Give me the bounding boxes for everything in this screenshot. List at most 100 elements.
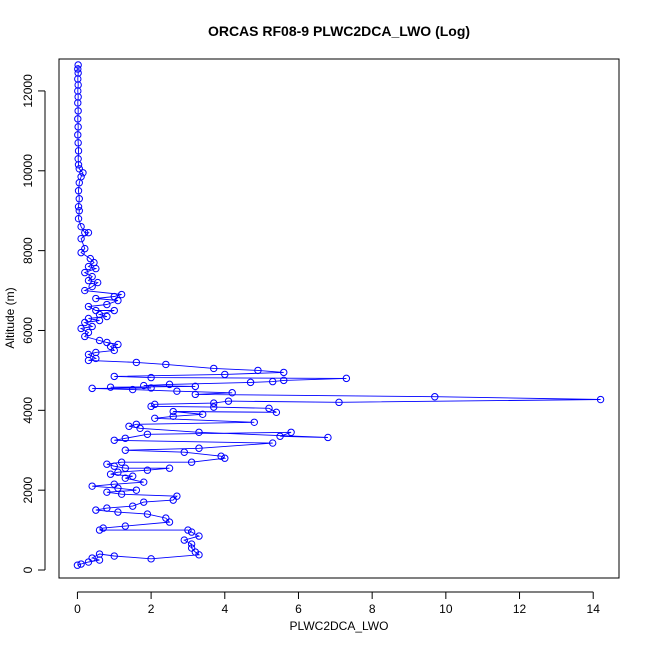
y-tick-label: 10000	[21, 154, 35, 188]
data-point	[74, 131, 82, 139]
data-point	[287, 428, 295, 436]
data-point	[143, 430, 152, 438]
data-point	[92, 294, 100, 303]
chart-title: ORCAS RF08-9 PLWC2DCA_LWO (Log)	[208, 23, 470, 39]
data-point	[74, 123, 82, 131]
data-point	[132, 420, 141, 428]
data-point	[88, 322, 96, 331]
data-point	[147, 373, 155, 382]
data-point	[210, 364, 218, 373]
y-tick-label: 6000	[21, 317, 35, 344]
data-point	[210, 399, 218, 407]
data-point	[74, 147, 83, 155]
data-point	[121, 434, 130, 442]
data-point	[110, 292, 118, 301]
data-point	[74, 115, 82, 123]
data-point	[74, 187, 83, 195]
y-tick-label: 8000	[21, 237, 35, 264]
plot-area: 0 2 4 6 8 10 12 14 0 2000 4000 6000 8000 10000 12000	[21, 58, 620, 616]
data-point	[187, 544, 196, 552]
data-point	[84, 262, 93, 271]
y-tick-label: 2000	[21, 476, 35, 503]
data-point	[210, 403, 218, 411]
data-point	[265, 404, 273, 413]
data-point	[151, 414, 159, 423]
data-point	[169, 407, 177, 416]
data-point	[117, 490, 126, 498]
data-point	[195, 444, 203, 452]
x-tick-label: 6	[295, 602, 302, 616]
data-point	[151, 400, 159, 409]
y-tick-label: 4000	[21, 397, 35, 424]
data-point	[86, 254, 95, 263]
data-point	[128, 472, 137, 480]
plot-frame	[58, 58, 620, 579]
data-point	[187, 540, 196, 548]
data-point	[195, 532, 203, 540]
x-axis-label: PLWC2DCA_LWO	[290, 619, 389, 633]
data-point	[88, 384, 96, 393]
data-point	[84, 558, 93, 566]
data-point	[103, 312, 111, 321]
data-point	[114, 508, 122, 516]
data-point	[110, 552, 118, 560]
data-point	[75, 207, 83, 215]
data-point	[88, 272, 96, 281]
x-tick-label: 4	[221, 602, 228, 616]
data-point	[169, 412, 177, 421]
data-point	[92, 354, 100, 363]
data-point	[117, 458, 126, 466]
data-point	[110, 372, 118, 381]
data-point	[73, 561, 82, 569]
data-point	[95, 526, 104, 534]
data-point	[121, 474, 130, 482]
data-point	[114, 484, 122, 492]
data-point	[110, 436, 118, 444]
data-point	[103, 460, 111, 468]
data-point	[195, 551, 203, 559]
data-point	[121, 446, 130, 454]
data-point	[117, 290, 126, 299]
data-point	[103, 338, 111, 347]
data-point	[136, 424, 144, 432]
data-point	[147, 555, 155, 563]
data-point	[92, 264, 100, 273]
data-point	[254, 366, 262, 375]
data-point	[132, 358, 141, 367]
data-point	[268, 439, 277, 447]
data-point	[103, 488, 111, 496]
data-point	[106, 470, 115, 478]
data-point	[110, 462, 118, 470]
data-point	[114, 296, 122, 305]
data-point	[110, 346, 118, 355]
data-point	[128, 385, 137, 394]
data-point	[88, 282, 96, 291]
data-point	[246, 378, 255, 387]
data-point	[92, 306, 100, 315]
data-point	[165, 380, 174, 389]
data-point	[184, 526, 192, 534]
data-point	[74, 61, 82, 69]
data-point	[77, 234, 85, 243]
data-point	[132, 486, 141, 494]
data-point	[128, 502, 137, 510]
data-point	[74, 99, 82, 107]
x-tick-label: 14	[587, 602, 601, 616]
data-point	[106, 342, 115, 351]
data-point	[125, 422, 133, 430]
x-tick-label: 0	[74, 602, 81, 616]
data-point	[84, 302, 93, 311]
data-point	[84, 314, 93, 323]
data-point	[81, 268, 89, 277]
data-point	[84, 228, 93, 237]
data-point	[84, 276, 93, 285]
data-point	[92, 506, 100, 514]
data-point	[81, 318, 89, 327]
data-point	[81, 228, 89, 237]
data-point	[75, 179, 83, 187]
data-point	[191, 390, 200, 399]
data-point	[147, 384, 155, 392]
data-point	[143, 510, 152, 518]
data-point	[431, 393, 439, 401]
